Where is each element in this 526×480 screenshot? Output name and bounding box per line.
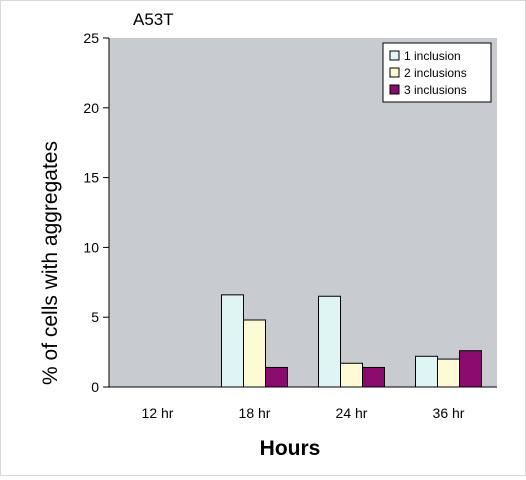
x-tick-label: 18 hr xyxy=(239,405,271,421)
bar xyxy=(265,366,288,388)
legend-swatch xyxy=(389,67,400,78)
y-axis: 0 5 10 15 20 25 xyxy=(83,30,110,395)
x-tick-label: 12 hr xyxy=(142,405,174,421)
legend-box xyxy=(382,42,492,103)
bar xyxy=(459,350,482,388)
bar xyxy=(221,294,244,388)
chart-title: A53T xyxy=(133,10,174,29)
legend-label: 2 inclusions xyxy=(404,66,467,80)
y-axis-label: % of cells with aggregates xyxy=(39,141,62,385)
y-tick-label: 15 xyxy=(83,170,99,186)
y-tick-label: 10 xyxy=(83,239,99,255)
x-axis-label: Hours xyxy=(260,437,321,460)
legend-label: 1 inclusion xyxy=(404,49,461,63)
x-tick-label: 24 hr xyxy=(336,405,368,421)
legend: 1 inclusion 2 inclusions 3 inclusions xyxy=(382,42,492,103)
legend-swatch xyxy=(389,50,400,61)
bar xyxy=(318,295,341,388)
x-tick-label: 36 hr xyxy=(433,405,465,421)
x-axis: 12 hr 18 hr 24 hr 36 hr xyxy=(142,405,465,421)
y-tick-label: 20 xyxy=(83,100,99,116)
bar xyxy=(415,355,438,388)
y-tick-label: 0 xyxy=(91,379,99,395)
legend-label: 3 inclusions xyxy=(404,83,467,97)
bar xyxy=(340,362,363,388)
y-tick-label: 25 xyxy=(83,30,99,46)
y-tick-label: 5 xyxy=(91,309,99,325)
bar xyxy=(243,319,266,388)
bar xyxy=(362,366,385,388)
bars-group xyxy=(221,294,482,388)
bar xyxy=(437,358,460,388)
legend-swatch xyxy=(389,84,400,95)
